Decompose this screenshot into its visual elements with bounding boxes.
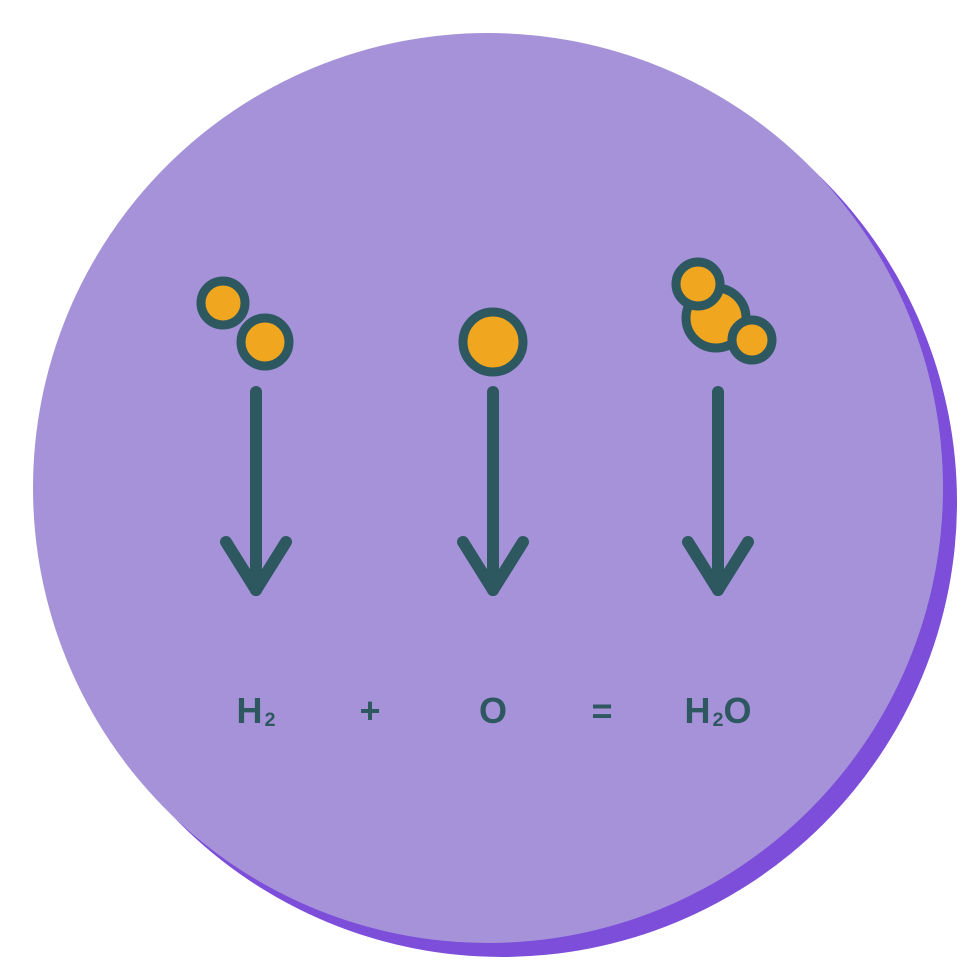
formula-row: H 2 + O = H 2 O (0, 0, 980, 980)
label-o: O (479, 690, 507, 732)
label-h2o-h: H (684, 690, 710, 732)
operator-plus: + (359, 690, 380, 732)
diagram-stage: H 2 + O = H 2 O (0, 0, 980, 980)
operator-equals: = (591, 690, 612, 732)
label-h2o-sub: 2 (712, 709, 723, 732)
label-h2o-o: O (724, 690, 752, 732)
label-h2o: H 2 O (684, 690, 751, 732)
label-h2-h: H (236, 690, 262, 732)
label-h2: H 2 (236, 690, 275, 732)
label-h2-sub: 2 (264, 709, 275, 732)
